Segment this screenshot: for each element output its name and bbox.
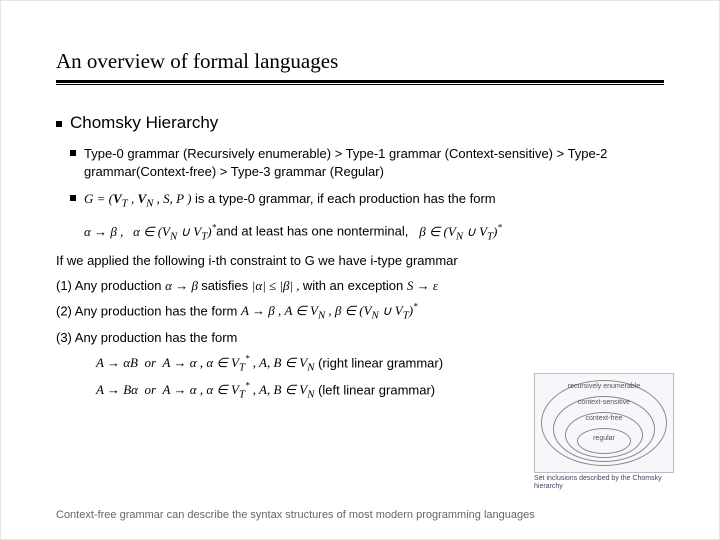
section-heading: Chomsky Hierarchy [56, 113, 664, 133]
grammar-def-line: G = (VT , VN , S, P ) is a type-0 gramma… [84, 190, 664, 211]
grammar-def-formula: G = (VT , VN , S, P ) [84, 191, 191, 206]
hierarchy-text: Type-0 grammar (Recursively enumerable) … [84, 145, 664, 180]
page-title: An overview of formal languages [56, 49, 664, 80]
bullet-icon [56, 121, 62, 127]
c1-cond: |α| ≤ |β| , [252, 278, 303, 293]
right-linear-form: A → αB or A → α , α ∈ VT* , A, B ∈ VN [96, 355, 314, 370]
c1-exc: S → ε [407, 278, 438, 293]
grammar-def-tail: is a type-0 grammar, if each production … [191, 191, 495, 206]
constraint-2: (2) Any production has the form A → β , … [56, 301, 664, 324]
right-linear-label: (right linear grammar) [318, 355, 443, 370]
left-linear-form: A → Bα or A → α , α ∈ VT* , A, B ∈ VN [96, 382, 314, 397]
label-re: recursively enumerable [542, 383, 666, 390]
grammar-def-bullet: G = (VT , VN , S, P ) is a type-0 gramma… [70, 190, 664, 211]
c3-head: (3) Any production has the form [56, 330, 237, 345]
section-heading-text: Chomsky Hierarchy [70, 113, 218, 132]
hierarchy-diagram: recursively enumerable context-sensitive… [534, 373, 674, 490]
c2-form: A → β , A ∈ VN , β ∈ (VN ∪ VT)* [241, 303, 418, 318]
hierarchy-bullet: Type-0 grammar (Recursively enumerable) … [70, 145, 664, 180]
hierarchy-nested-ovals: recursively enumerable context-sensitive… [534, 373, 674, 473]
bullet-icon [70, 150, 76, 156]
prod-form-right: β ∈ (VN ∪ VT)* [419, 224, 502, 239]
c1-tail: with an exception [303, 278, 407, 293]
footer-note: Context-free grammar can describe the sy… [56, 509, 535, 521]
left-linear-label: (left linear grammar) [318, 382, 435, 397]
production-form-line: α → β , α ∈ (VN ∪ VT)*and at least has o… [84, 221, 664, 244]
c2-head: (2) Any production has the form [56, 303, 241, 318]
c1-mid: satisfies [201, 278, 248, 293]
bullet-icon [70, 195, 76, 201]
label-reg: regular [578, 435, 630, 442]
diagram-caption: Set inclusions described by the Chomsky … [534, 475, 674, 490]
constraint-3: (3) Any production has the form [56, 329, 664, 347]
c1-head: (1) Any production [56, 278, 162, 293]
label-cs: context-sensitive [554, 399, 654, 406]
prod-form-left: α → β , α ∈ (VN ∪ VT)* [84, 224, 216, 239]
prod-form-tail: and at least has one nonterminal, [216, 224, 408, 239]
oval-reg: regular [577, 428, 631, 454]
title-divider [56, 80, 664, 85]
constraint-1: (1) Any production α → β satisfies |α| ≤… [56, 277, 664, 295]
constraint-intro: If we applied the following i-th constra… [56, 252, 664, 270]
label-cf: context-free [566, 415, 642, 422]
c1-prod: α → β [165, 278, 201, 293]
